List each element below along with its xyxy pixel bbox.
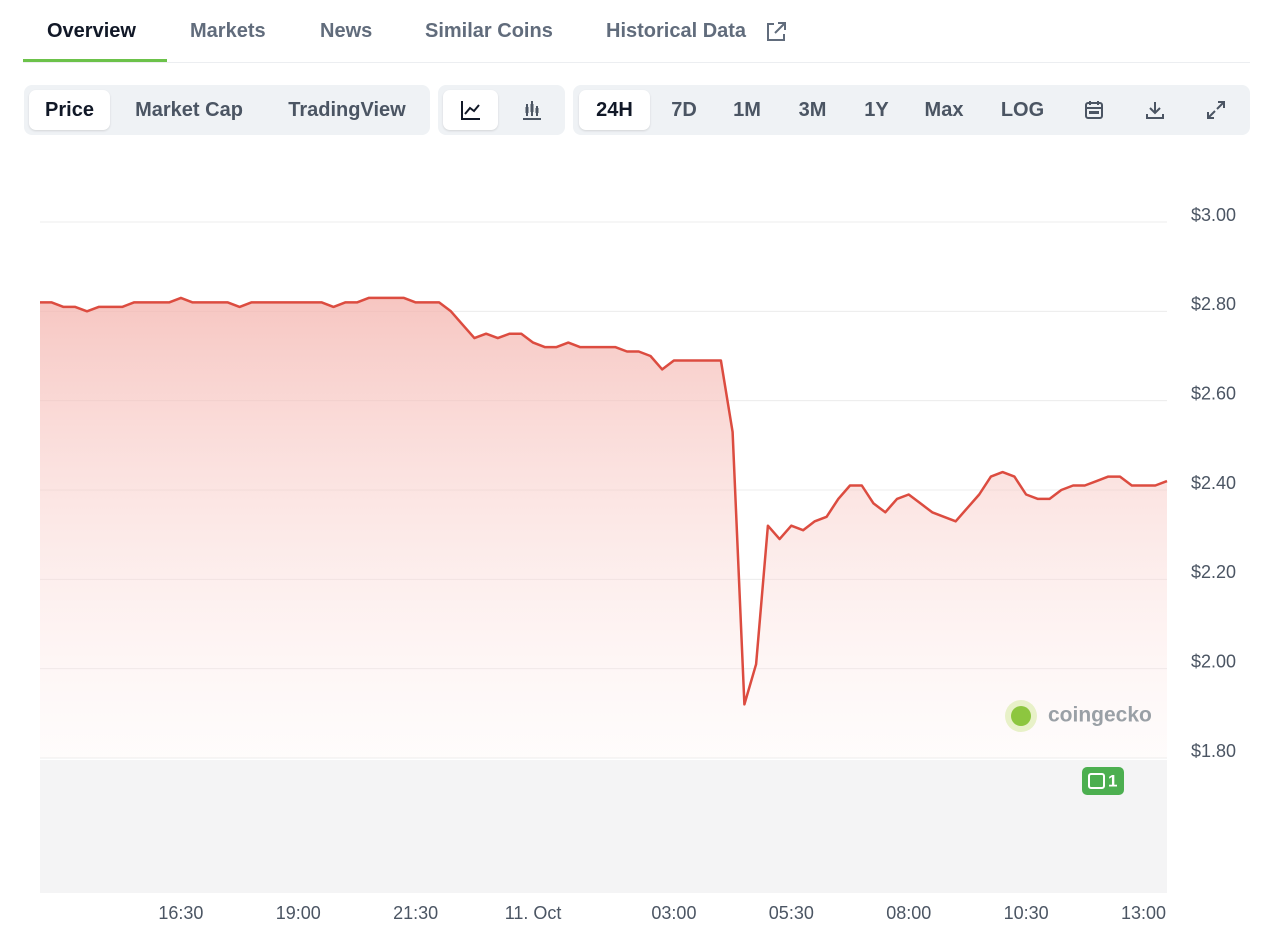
- range-button[interactable]: 24H: [579, 90, 650, 130]
- range-button[interactable]: 7D: [671, 99, 697, 121]
- x-tick-label: 03:00: [651, 903, 696, 923]
- y-tick-label: $2.20: [1191, 562, 1236, 582]
- fullscreen-icon[interactable]: [1205, 99, 1227, 121]
- watermark: coingecko: [1005, 700, 1152, 732]
- tab[interactable]: News: [320, 20, 373, 42]
- x-tick-label: 11. Oct: [505, 903, 562, 923]
- area-fill: [40, 297, 1167, 758]
- watermark-text: coingecko: [1048, 704, 1152, 727]
- price-line: [40, 296, 1168, 706]
- x-tick-label: 16:30: [158, 903, 203, 923]
- active-underline: [23, 59, 167, 62]
- tab[interactable]: Markets: [190, 20, 266, 42]
- x-tick-label: 13:00: [1121, 903, 1166, 923]
- range-button[interactable]: 3M: [798, 99, 827, 121]
- x-tick-label: 08:00: [886, 903, 931, 923]
- line-style-button[interactable]: [443, 90, 498, 130]
- download-icon[interactable]: [1144, 99, 1166, 121]
- view-group: Price Market Cap TradingView: [24, 85, 430, 135]
- x-tick-label: 21:30: [393, 903, 438, 923]
- external-icon: [767, 22, 786, 41]
- tab[interactable]: Overview: [47, 20, 136, 42]
- y-tick-label: $3.00: [1191, 205, 1236, 225]
- calendar-icon[interactable]: [1083, 99, 1105, 121]
- view-button[interactable]: Price: [29, 90, 110, 130]
- x-tick-label: 10:30: [1004, 903, 1049, 923]
- tab-bar: Overview Markets News Similar Coins Hist…: [23, 0, 1250, 63]
- range-button[interactable]: 1M: [733, 99, 761, 121]
- x-tick-label: 19:00: [276, 903, 321, 923]
- range-group: 24H 7D 1M 3M 1Y Max LOG: [573, 85, 1250, 135]
- y-tick-label: $2.60: [1191, 383, 1236, 403]
- candle-style-button[interactable]: [504, 90, 559, 130]
- volume-band: [40, 760, 1167, 893]
- view-button[interactable]: TradingView: [288, 99, 406, 121]
- tab[interactable]: Similar Coins: [425, 20, 553, 42]
- price-chart: $3.00 $2.80 $2.60 $2.40 $2.20 $2.00 $1.80 16:30…: [40, 205, 1236, 923]
- range-button[interactable]: LOG: [1000, 99, 1045, 121]
- range-button[interactable]: Max: [924, 99, 964, 121]
- y-tick-label: $2.40: [1191, 473, 1236, 493]
- y-tick-label: $2.00: [1191, 651, 1236, 671]
- y-tick-label: $1.80: [1191, 741, 1236, 761]
- range-button[interactable]: 1Y: [864, 99, 889, 121]
- x-tick-label: 05:30: [769, 903, 814, 923]
- news-count: 1: [1108, 771, 1117, 790]
- tab[interactable]: Historical Data: [606, 20, 747, 42]
- y-tick-label: $2.80: [1191, 294, 1236, 314]
- view-button[interactable]: Market Cap: [135, 99, 243, 121]
- news-badge[interactable]: 1: [1082, 767, 1124, 795]
- chart-style-group: [438, 85, 565, 135]
